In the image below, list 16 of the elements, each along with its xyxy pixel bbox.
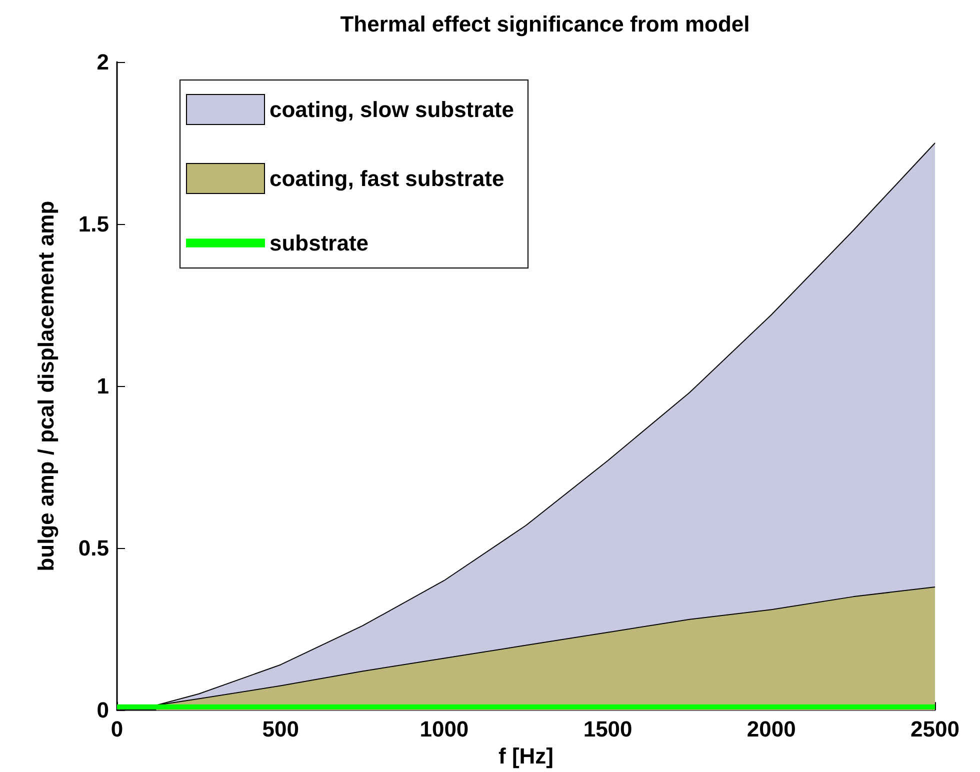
y-axis-title: bulge amp / pcal displacement amp bbox=[34, 200, 58, 572]
y-tick-label: 0 bbox=[96, 698, 109, 723]
y-tick-label: 2 bbox=[96, 50, 109, 74]
legend-label: substrate bbox=[270, 230, 369, 256]
legend-label: coating, fast substrate bbox=[270, 166, 504, 191]
x-tick-label: 1000 bbox=[420, 716, 469, 742]
legend-label: coating, slow substrate bbox=[270, 97, 514, 122]
x-tick-label: 500 bbox=[262, 716, 299, 742]
x-tick-label: 2500 bbox=[910, 716, 960, 742]
y-tick-label: 1 bbox=[96, 374, 109, 399]
chart-title: Thermal effect significance from model bbox=[340, 12, 750, 36]
x-tick-label: 2000 bbox=[746, 716, 796, 742]
y-tick-label: 1.5 bbox=[78, 212, 109, 237]
y-tick-label: 0.5 bbox=[78, 536, 109, 561]
x-axis-title: f [Hz] bbox=[498, 744, 554, 768]
x-tick-label: 1500 bbox=[583, 716, 632, 742]
